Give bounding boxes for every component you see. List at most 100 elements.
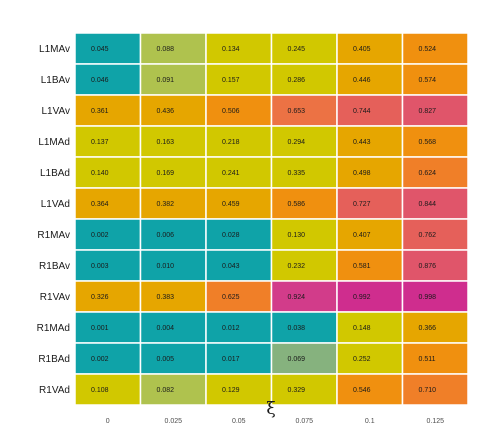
cell-value-label: 0.091 xyxy=(157,77,175,84)
heatmap-cell xyxy=(139,94,207,127)
cell-value-label: 0.157 xyxy=(222,77,240,84)
row-label: R1MAd xyxy=(37,323,70,334)
cell-value-label: 0.045 xyxy=(91,46,109,53)
heatmap-cell xyxy=(205,249,273,282)
heatmap-cell xyxy=(401,32,469,65)
heatmap-cell xyxy=(270,249,338,282)
heatmap-cell xyxy=(336,94,404,127)
cell-value-label: 0.762 xyxy=(419,232,437,239)
cell-value-label: 0.727 xyxy=(353,201,371,208)
cell-value-label: 0.876 xyxy=(419,263,437,270)
cell-value-label: 0.506 xyxy=(222,108,240,115)
column-label: 0.125 xyxy=(426,418,444,425)
row-label: R1VAd xyxy=(39,385,70,396)
cell-value-label: 0.082 xyxy=(157,387,175,394)
heatmap-cell xyxy=(139,311,207,344)
cell-value-label: 0.382 xyxy=(157,201,175,208)
heatmap-cell xyxy=(336,280,404,313)
cell-value-label: 0.405 xyxy=(353,46,371,53)
cell-value-label: 0.498 xyxy=(353,170,371,177)
cell-value-label: 0.241 xyxy=(222,170,240,177)
heatmap-cell xyxy=(336,311,404,344)
row-label: R1BAv xyxy=(39,261,70,272)
cell-value-label: 0.245 xyxy=(288,46,306,53)
heatmap-cell xyxy=(401,218,469,251)
heatmap-cell xyxy=(74,218,142,251)
cell-value-label: 0.827 xyxy=(419,108,437,115)
heatmap-cell xyxy=(401,156,469,189)
cell-value-label: 0.163 xyxy=(157,139,175,146)
cell-value-label: 0.581 xyxy=(353,263,371,270)
heatmap-cell xyxy=(205,125,273,158)
cell-value-label: 0.294 xyxy=(288,139,306,146)
cell-value-label: 0.137 xyxy=(91,139,109,146)
cell-value-label: 0.130 xyxy=(288,232,306,239)
cell-value-label: 0.140 xyxy=(91,170,109,177)
cell-value-label: 0.218 xyxy=(222,139,240,146)
cell-value-label: 0.148 xyxy=(353,325,371,332)
cell-value-label: 0.524 xyxy=(419,46,437,53)
cell-value-label: 0.232 xyxy=(288,263,306,270)
cell-value-label: 0.004 xyxy=(157,325,175,332)
cell-value-label: 0.744 xyxy=(353,108,371,115)
cell-value-label: 0.653 xyxy=(288,108,306,115)
cell-value-label: 0.586 xyxy=(288,201,306,208)
heatmap-cell xyxy=(205,280,273,313)
cell-value-label: 0.546 xyxy=(353,387,371,394)
cell-value-label: 0.443 xyxy=(353,139,371,146)
cell-value-label: 0.038 xyxy=(288,325,306,332)
cell-value-label: 0.108 xyxy=(91,387,109,394)
row-label: L1BAv xyxy=(41,75,70,86)
cell-value-label: 0.383 xyxy=(157,294,175,301)
column-label: 0.025 xyxy=(164,418,182,425)
row-label: R1VAv xyxy=(40,292,70,303)
cell-value-label: 0.006 xyxy=(157,232,175,239)
heatmap-cell xyxy=(401,280,469,313)
heatmap-cell xyxy=(336,125,404,158)
cell-value-label: 0.129 xyxy=(222,387,240,394)
heatmap-cell xyxy=(74,373,142,406)
heatmap-cell xyxy=(74,342,142,375)
cell-value-label: 0.043 xyxy=(222,263,240,270)
cell-value-label: 0.017 xyxy=(222,356,240,363)
column-label: 0.05 xyxy=(232,418,246,425)
cell-value-label: 0.326 xyxy=(91,294,109,301)
heatmap-cell xyxy=(205,156,273,189)
cell-value-label: 0.361 xyxy=(91,108,109,115)
cell-value-label: 0.511 xyxy=(419,356,436,363)
cell-value-label: 0.366 xyxy=(419,325,437,332)
column-label: 0 xyxy=(106,418,110,425)
x-axis-label: ξ xyxy=(266,399,275,419)
heatmap-cell xyxy=(139,63,207,96)
heatmap-cell xyxy=(401,187,469,220)
cell-value-label: 0.028 xyxy=(222,232,240,239)
heatmap-cell xyxy=(74,32,142,65)
cell-value-label: 0.574 xyxy=(419,77,437,84)
row-label: L1MAv xyxy=(39,44,70,55)
heatmap-cell xyxy=(401,94,469,127)
row-label: L1BAd xyxy=(40,168,70,179)
cell-value-label: 0.329 xyxy=(288,387,306,394)
cell-value-label: 0.446 xyxy=(353,77,371,84)
row-label: L1VAv xyxy=(41,106,70,117)
cell-value-label: 0.069 xyxy=(288,356,306,363)
cell-value-label: 0.002 xyxy=(91,232,109,239)
cell-value-label: 0.046 xyxy=(91,77,109,84)
heatmap-cell xyxy=(401,342,469,375)
cell-value-label: 0.134 xyxy=(222,46,240,53)
cell-value-label: 0.624 xyxy=(419,170,437,177)
cell-value-label: 0.010 xyxy=(157,263,175,270)
cell-value-label: 0.625 xyxy=(222,294,240,301)
cell-value-label: 0.924 xyxy=(288,294,306,301)
heatmap-cell xyxy=(139,373,207,406)
cell-value-label: 0.710 xyxy=(419,387,437,394)
heatmap-cell xyxy=(401,63,469,96)
heatmap-cell xyxy=(270,94,338,127)
heatmap-cell xyxy=(270,125,338,158)
heatmap-cell xyxy=(270,63,338,96)
heatmap-cell xyxy=(139,280,207,313)
heatmap-cell xyxy=(270,342,338,375)
cell-value-label: 0.088 xyxy=(157,46,175,53)
cell-value-label: 0.252 xyxy=(353,356,371,363)
